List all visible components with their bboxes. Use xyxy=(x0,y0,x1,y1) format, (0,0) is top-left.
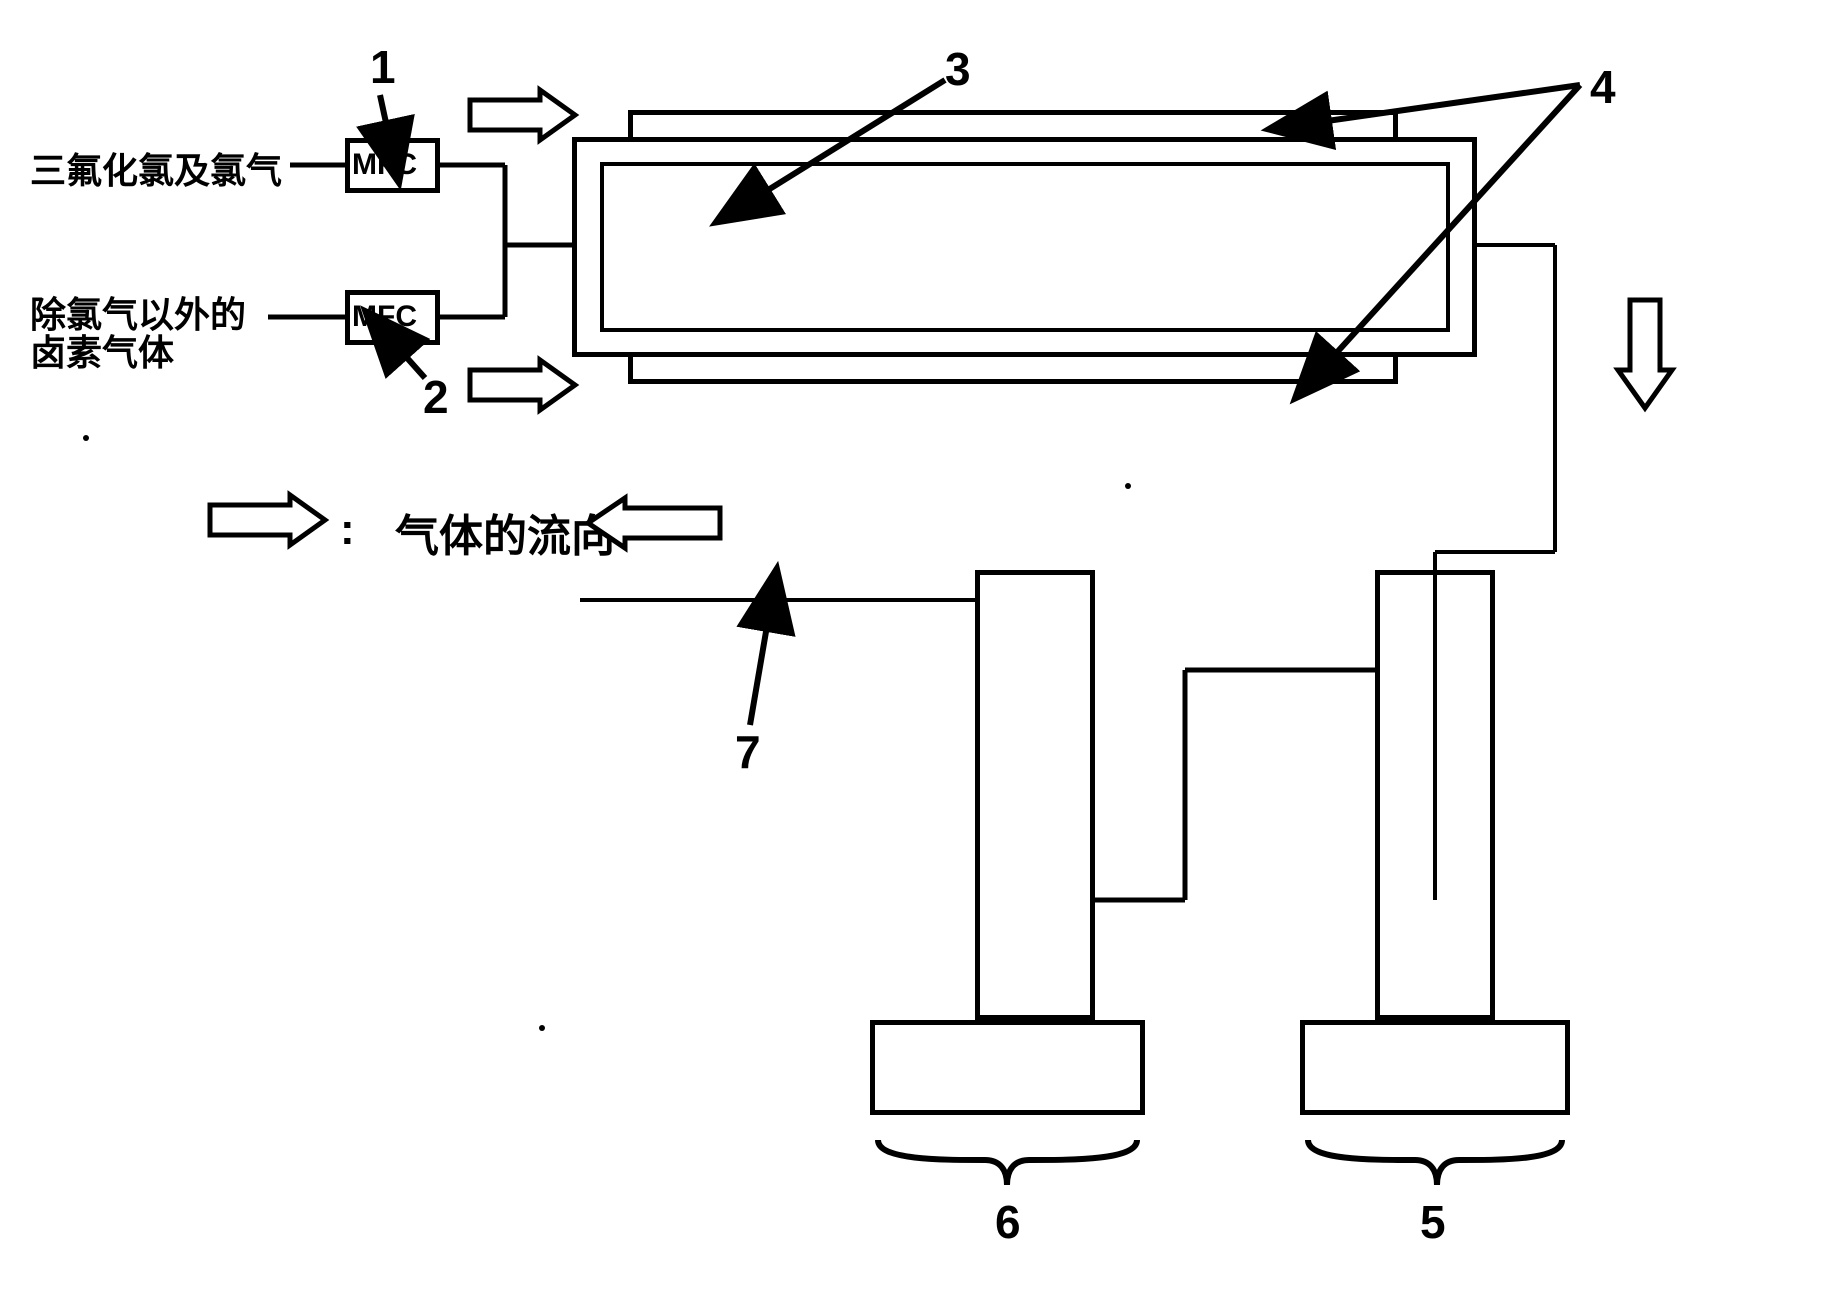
num-4: 4 xyxy=(1590,60,1616,114)
input-label-bottom-2: 卤素气体 xyxy=(30,324,174,376)
heater-bottom xyxy=(628,352,1398,384)
input-label-top: 三氟化氯及氯气 xyxy=(30,142,282,194)
diagram-stage: MFC MFC 三氟化氯及氯气 除氯气以外的 卤素气体 : 气体的流向 1 2 … xyxy=(0,0,1837,1291)
reactor-inner xyxy=(600,162,1450,332)
tank-5-column xyxy=(1375,570,1495,1020)
tank-5-base xyxy=(1300,1020,1570,1115)
num-2: 2 xyxy=(423,370,449,424)
legend-colon: : xyxy=(340,505,355,555)
num-1: 1 xyxy=(370,40,396,94)
tank-6-column xyxy=(975,570,1095,1020)
num-7: 7 xyxy=(735,725,761,779)
mfc-1-label: MFC xyxy=(352,148,417,182)
num-5: 5 xyxy=(1420,1195,1446,1249)
heater-top xyxy=(628,110,1398,142)
num-3: 3 xyxy=(945,42,971,96)
mfc-2-label: MFC xyxy=(352,300,417,334)
tank-6-base xyxy=(870,1020,1145,1115)
legend-text: 气体的流向 xyxy=(395,500,615,564)
num-6: 6 xyxy=(995,1195,1021,1249)
